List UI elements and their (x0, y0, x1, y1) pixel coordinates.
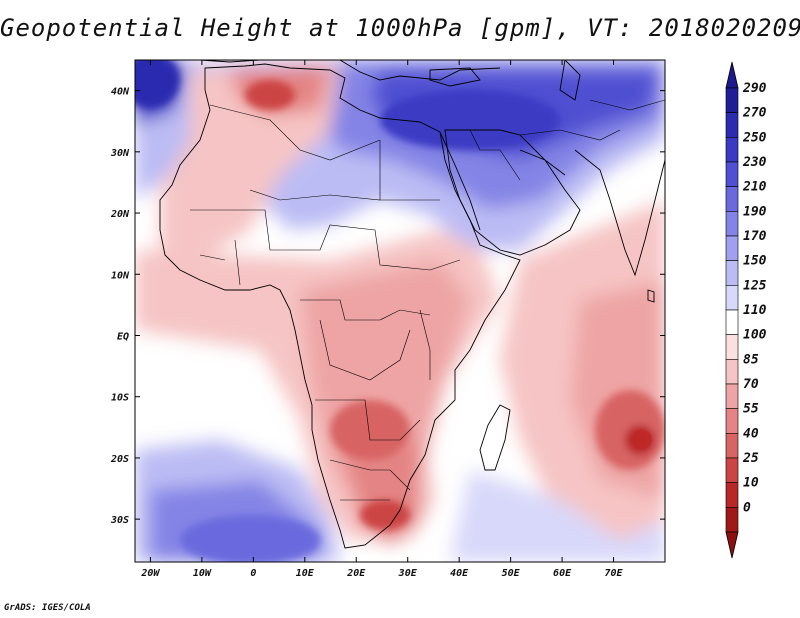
colorbar-level-label: 110 (743, 303, 767, 318)
colorbar-swatch (725, 359, 739, 385)
lon-tick-label: 0 (250, 568, 256, 579)
colorbar-level-label: 190 (743, 204, 767, 219)
lat-tick-label: 30S (110, 515, 129, 526)
colorbar-level-label: 290 (742, 81, 767, 96)
colorbar-swatch (725, 507, 739, 533)
lon-tick-label: 20W (140, 568, 160, 579)
colorbar-level-label: 250 (742, 130, 767, 145)
colorbar-level-label: 150 (743, 254, 767, 269)
colorbar-swatch (725, 211, 739, 237)
colorbar-swatch (725, 457, 739, 483)
colorbar-level-label: 270 (742, 106, 767, 121)
lon-tick-label: 30E (398, 568, 418, 579)
europe-coast (199, 60, 501, 81)
colorbar-swatch (725, 260, 739, 286)
chart-title: Geopotential Height at 1000hPa [gpm], VT… (0, 14, 800, 42)
map-frame (134, 59, 666, 563)
colorbar-swatch (725, 433, 739, 459)
colorbar-level-label: 230 (742, 155, 767, 170)
colorbar-swatch (725, 87, 739, 113)
colorbar-bottom-cap (725, 531, 739, 559)
colorbar-swatch (725, 408, 739, 434)
africa-coast (159, 63, 521, 549)
arabia-coast (444, 129, 581, 256)
lat-tick-label: 20S (110, 454, 129, 465)
lon-tick-label: 40E (450, 568, 469, 579)
colorbar-level-label: 100 (743, 328, 767, 343)
colorbar-level-label: 25 (742, 451, 759, 466)
indian-ocean-low-center (631, 429, 652, 450)
coastlines (159, 60, 665, 549)
field-arabian-high (380, 90, 560, 150)
field-saharan-low (160, 65, 340, 260)
colorbar-level-label: 0 (743, 500, 751, 515)
colorbar-level-label: 170 (743, 229, 767, 244)
caspian-sea (559, 60, 581, 101)
madagascar-coast (479, 404, 511, 471)
persian-gulf (519, 149, 566, 176)
field-south-indian-high (450, 470, 665, 562)
colorbar-swatch (725, 137, 739, 163)
colorbar-swatch (725, 285, 739, 311)
lat-tick-label: 40N (111, 87, 130, 98)
colorbar-swatch (725, 161, 739, 187)
colorbar-swatch (725, 186, 739, 212)
lon-tick-label: 10E (296, 568, 315, 579)
colorbar-swatch (725, 334, 739, 360)
grads-credit: GrADS: IGES/COLA (4, 603, 91, 613)
colorbar-level-label: 85 (743, 352, 759, 367)
latitude-axis: 40N 30N 20N 10N EQ 10S 20S 30S (110, 87, 665, 526)
colorbar-level-label: 10 (743, 476, 759, 491)
colorbar-level-label: 40 (743, 426, 759, 441)
colorbar-swatch (725, 309, 739, 335)
colorbar: 2902702502302101901701501251101008570554… (725, 61, 767, 559)
lat-tick-label: EQ (117, 331, 129, 342)
geopotential-field (135, 60, 665, 562)
lat-tick-label: 10N (111, 270, 130, 281)
lon-tick-label: 10W (193, 568, 212, 579)
colorbar-swatch (725, 383, 739, 409)
field-nw-atlantic-max (135, 60, 180, 108)
field-cape-high (180, 515, 320, 562)
longitude-axis: 20W 10W 0 10E 20E 30E 40E 50E 60E 70E (140, 60, 624, 579)
lon-tick-label: 70E (605, 568, 624, 579)
colorbar-level-label: 210 (742, 180, 767, 195)
colorbar-swatch (725, 235, 739, 261)
lon-tick-label: 50E (502, 568, 521, 579)
field-atlas-core (245, 80, 295, 110)
field-south-africa-low (360, 500, 410, 530)
lon-tick-label: 60E (553, 568, 572, 579)
country-borders (190, 99, 665, 501)
colorbar-level-label: 70 (743, 377, 759, 392)
field-zambia-low (330, 400, 410, 460)
lat-tick-label: 10S (111, 393, 129, 404)
colorbar-swatch (725, 482, 739, 508)
lat-tick-label: 20N (110, 209, 130, 220)
red-sea (439, 131, 481, 231)
lon-tick-label: 20E (346, 568, 366, 579)
lat-tick-label: 30N (110, 148, 130, 159)
sri-lanka (647, 289, 655, 303)
india-coast (574, 149, 665, 277)
colorbar-level-label: 125 (743, 278, 767, 293)
colorbar-top-cap (725, 61, 739, 89)
colorbar-swatch (725, 112, 739, 138)
field-central-africa (300, 260, 470, 520)
black-sea (429, 67, 481, 87)
colorbar-level-label: 55 (743, 402, 759, 417)
